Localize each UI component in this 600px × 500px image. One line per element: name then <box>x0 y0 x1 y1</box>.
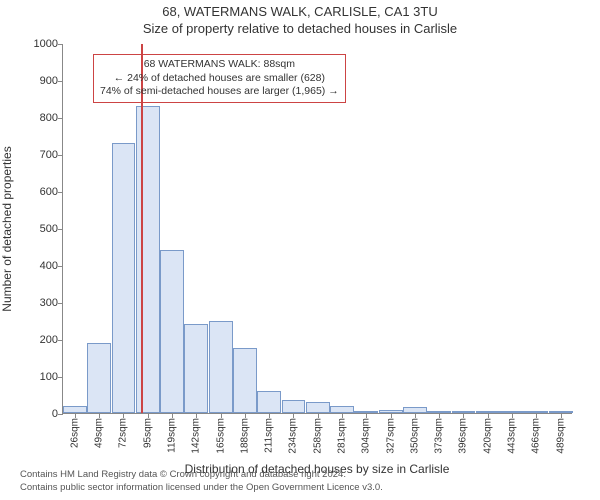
ytick-label: 100 <box>18 371 58 383</box>
xtick-label: 396sqm <box>458 418 469 454</box>
annotation-line1: 68 WATERMANS WALK: 88sqm <box>100 58 339 72</box>
xtick-label: 234sqm <box>288 418 299 454</box>
histogram-bar <box>112 143 136 413</box>
page-subtitle: Size of property relative to detached ho… <box>0 19 600 36</box>
annotation-line2: ← 24% of detached houses are smaller (62… <box>100 72 339 86</box>
footer-line1: Contains HM Land Registry data © Crown c… <box>20 469 383 481</box>
ytick-line <box>58 340 63 341</box>
chart-container: 68, WATERMANS WALK, CARLISLE, CA1 3TU Si… <box>0 0 600 500</box>
ytick-label: 500 <box>18 223 58 235</box>
xtick-label: 466sqm <box>531 418 542 454</box>
histogram-bar <box>160 250 184 413</box>
y-axis-label: Number of detached properties <box>0 146 14 311</box>
xtick-label: 258sqm <box>312 418 323 454</box>
xtick-label: 373sqm <box>434 418 445 454</box>
xtick-label: 211sqm <box>264 418 275 453</box>
xtick-label: 350sqm <box>409 418 420 454</box>
page-title: 68, WATERMANS WALK, CARLISLE, CA1 3TU <box>0 0 600 19</box>
footer-line2: Contains public sector information licen… <box>20 482 383 494</box>
xtick-label: 304sqm <box>361 418 372 454</box>
ytick-label: 700 <box>18 149 58 161</box>
chart-area: Number of detached properties 0100200300… <box>62 44 572 414</box>
ytick-label: 200 <box>18 334 58 346</box>
ytick-line <box>58 414 63 415</box>
xtick-label: 489sqm <box>555 418 566 454</box>
histogram-bar <box>209 321 233 414</box>
histogram-bar <box>87 343 111 413</box>
histogram-bar <box>306 402 330 413</box>
ytick-line <box>58 81 63 82</box>
xtick-label: 72sqm <box>118 418 129 448</box>
histogram-bar <box>330 406 354 413</box>
xtick-label: 281sqm <box>337 418 348 454</box>
ytick-label: 900 <box>18 75 58 87</box>
annotation-line3: 74% of semi-detached houses are larger (… <box>100 85 339 99</box>
histogram-bar <box>233 348 257 413</box>
histogram-bar <box>63 406 87 413</box>
histogram-bar <box>257 391 281 413</box>
ytick-label: 300 <box>18 297 58 309</box>
ytick-label: 0 <box>18 408 58 420</box>
footer-attribution: Contains HM Land Registry data © Crown c… <box>20 469 383 494</box>
xtick-label: 420sqm <box>482 418 493 454</box>
ytick-line <box>58 155 63 156</box>
ytick-line <box>58 377 63 378</box>
ytick-line <box>58 303 63 304</box>
histogram-bar <box>136 106 160 413</box>
ytick-label: 1000 <box>18 38 58 50</box>
histogram-bar <box>184 324 208 413</box>
xtick-label: 443sqm <box>507 418 518 454</box>
annotation-box: 68 WATERMANS WALK: 88sqm← 24% of detache… <box>93 54 346 103</box>
ytick-line <box>58 192 63 193</box>
histogram-bar <box>282 400 306 413</box>
ytick-label: 800 <box>18 112 58 124</box>
ytick-line <box>58 44 63 45</box>
ytick-line <box>58 266 63 267</box>
plot-region: 0100200300400500600700800900100026sqm49s… <box>62 44 572 414</box>
xtick-label: 95sqm <box>142 418 153 448</box>
ytick-line <box>58 118 63 119</box>
ytick-label: 400 <box>18 260 58 272</box>
xtick-label: 188sqm <box>239 418 250 454</box>
xtick-label: 119sqm <box>167 418 178 453</box>
xtick-label: 26sqm <box>69 418 80 448</box>
ytick-line <box>58 229 63 230</box>
ytick-label: 600 <box>18 186 58 198</box>
xtick-label: 49sqm <box>94 418 105 448</box>
xtick-label: 327sqm <box>385 418 396 454</box>
xtick-label: 142sqm <box>191 418 202 454</box>
xtick-label: 165sqm <box>215 418 226 454</box>
